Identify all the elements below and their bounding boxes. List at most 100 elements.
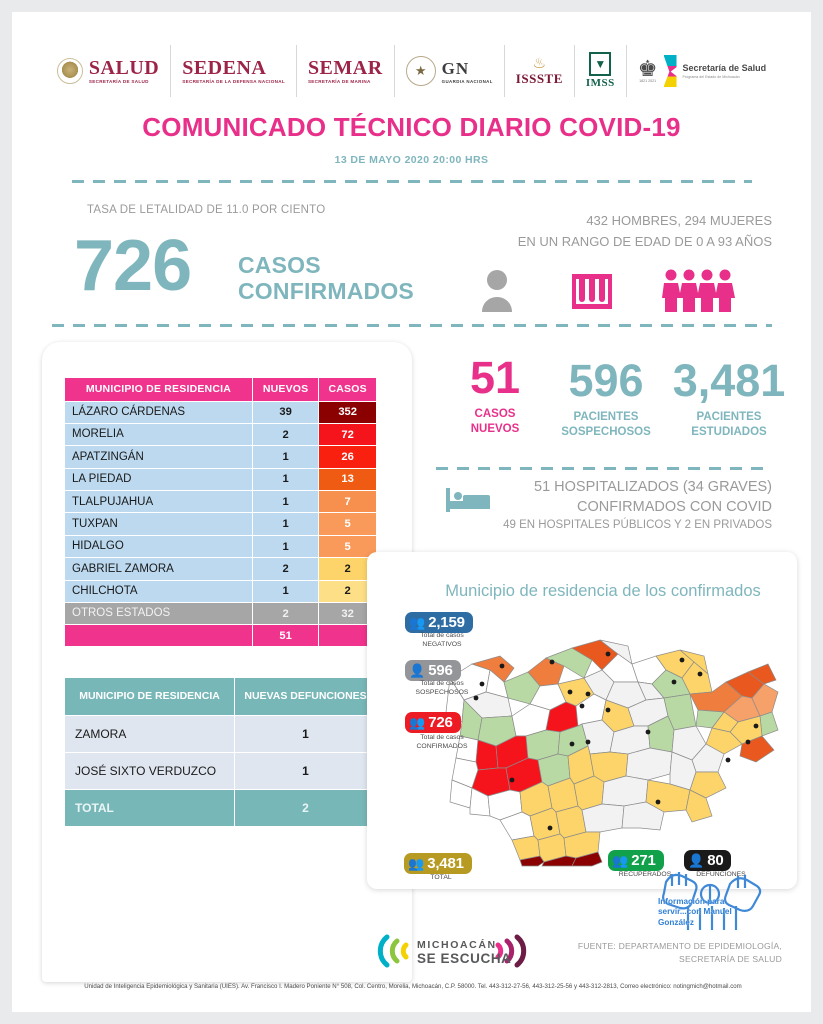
badge-confirmados-label: Total de casos CONFIRMADOS xyxy=(399,734,485,752)
letality-rate-text: TASA DE LETALIDAD DE 11.0 POR CIENTO xyxy=(87,204,326,216)
confirmed-label-line2: CONFIRMADOS xyxy=(238,278,414,305)
logo-issste: ♨ ISSSTE xyxy=(505,45,575,97)
stat-studied-patients: 3,481 PACIENTES ESTUDIADOS xyxy=(666,355,792,441)
confirmed-label-line1: CASOS xyxy=(238,252,321,278)
cell-nuevos: 1 xyxy=(251,534,320,559)
cell-total-blank xyxy=(64,624,253,648)
cell-total-value: 2 xyxy=(234,789,377,828)
stat-new-cases: 51 CASOS NUEVOS xyxy=(452,352,538,438)
new-deaths-table: MUNICIPIO DE RESIDENCIA NUEVAS DEFUNCION… xyxy=(63,676,377,828)
badge-sospechosos-label2: SOSPECHOSOS xyxy=(415,688,469,696)
report-date: 13 DE MAYO 2020 20:00 HRS xyxy=(334,154,489,166)
cell-municipio: JOSÉ SIXTO VERDUZCO xyxy=(63,752,236,791)
table-row: CHILCHOTA 1 2 xyxy=(64,579,377,603)
eagle-emblem-icon xyxy=(56,58,83,84)
michoacan-choropleth-map[interactable] xyxy=(442,612,782,867)
col-nuevos: NUEVOS xyxy=(251,377,320,402)
cell-casos: 72 xyxy=(318,422,377,447)
cell-defunciones: 1 xyxy=(234,752,377,791)
cell-municipio: APATZINGÁN xyxy=(64,445,253,469)
badge-total-label: TOTAL xyxy=(430,874,452,881)
cell-casos: 13 xyxy=(318,467,377,492)
cell-municipio: HIDALGO xyxy=(64,534,253,559)
cell-casos: 5 xyxy=(318,512,377,536)
badge-negativos-label: Total de casos NEGATIVOS xyxy=(399,632,485,650)
table-row: TUXPAN 1 5 xyxy=(64,512,377,536)
logo-salud-title: SALUD xyxy=(88,56,160,79)
badge-total-value: 3,481 xyxy=(427,855,464,872)
logo-gn-subtitle: GUARDIA NACIONAL xyxy=(441,78,493,84)
stat-new-cases-number: 51 xyxy=(469,352,521,403)
hospitalized-line1: 51 HOSPITALIZADOS (34 GRAVES) xyxy=(534,479,772,495)
source-note: FUENTE: DEPARTAMENTO DE EPIDEMIOLOGÍA, S… xyxy=(532,940,782,967)
logo-sedena-subtitle: SECRETARÍA DE LA DEFENSA NACIONAL xyxy=(182,78,285,84)
cell-casos: 5 xyxy=(318,534,377,559)
badge-defunciones: 👤 80 xyxy=(684,850,732,871)
divider-top xyxy=(72,180,752,183)
col-casos: CASOS xyxy=(318,377,377,402)
watermark-line3: González xyxy=(658,917,694,927)
cell-casos: 352 xyxy=(318,400,377,424)
hospitalized-info: 51 HOSPITALIZADOS (34 GRAVES) CONFIRMADO… xyxy=(444,478,772,531)
cell-municipio: MORELIA xyxy=(64,422,253,447)
cell-nuevos: 39 xyxy=(251,400,320,424)
confirmed-cases-number: 726 xyxy=(74,226,192,306)
cell-casos: 32 xyxy=(318,601,377,626)
issste-flame-icon: ♨ xyxy=(532,54,547,72)
badge-confirmados: 👥 726 xyxy=(405,712,461,733)
cell-municipio: TLALPUJAHUA xyxy=(64,490,253,514)
badge-recuperados-value: 271 xyxy=(631,852,656,869)
table-row: LA PIEDAD 1 13 xyxy=(64,467,377,492)
col-municipio-deaths: MUNICIPIO DE RESIDENCIA xyxy=(63,676,236,717)
cell-municipio: CHILCHOTA xyxy=(64,579,253,603)
test-tubes-icon xyxy=(572,274,612,309)
badge-negativos: 👥 2,159 xyxy=(405,612,473,633)
stat-studied-label: PACIENTES ESTUDIADOS xyxy=(666,410,792,441)
cell-nuevos: 1 xyxy=(251,512,320,536)
cell-defunciones: 1 xyxy=(234,715,377,754)
cell-nuevos: 2 xyxy=(251,557,320,581)
badge-confirmados-label2: CONFIRMADOS xyxy=(416,742,468,750)
hospitalized-line3: 49 EN HOSPITALES PÚBLICOS Y 2 EN PRIVADO… xyxy=(503,519,772,532)
people-icon: 👥 xyxy=(409,615,426,630)
michoacan-se-escucha-logo: MICHOACÁN SE ESCUCHA xyxy=(377,934,527,968)
stat-suspected-label1: PACIENTES xyxy=(573,410,639,423)
stat-studied-number: 3,481 xyxy=(672,355,786,406)
logo-semar-title: SEMAR xyxy=(307,56,383,79)
michoacan-ribbon-icon xyxy=(663,55,677,87)
hospitalized-line2: CONFIRMADOS CON COVID xyxy=(577,498,772,515)
michoacan-crest-icon: ♚ 1821 2021 xyxy=(637,56,658,84)
people-icon: 👥 xyxy=(612,853,629,868)
watermark-line1: Información para xyxy=(658,897,725,906)
divider-right xyxy=(436,467,766,470)
cell-total-label: TOTAL xyxy=(63,789,236,828)
cell-casos: 7 xyxy=(318,490,377,514)
table-row: JOSÉ SIXTO VERDUZCO 1 xyxy=(63,752,377,791)
logo-salud-subtitle: SECRETARÍA DE SALUD xyxy=(88,78,149,84)
gender-age-breakdown: 432 HOMBRES, 294 MUJERES EN UN RANGO DE … xyxy=(472,210,772,253)
cell-casos: 26 xyxy=(318,445,377,469)
table-row: LÁZARO CÁRDENAS 39 352 xyxy=(64,400,377,424)
cell-casos: 2 xyxy=(318,579,377,603)
badge-confirmados-label1: Total de casos xyxy=(420,734,464,741)
cases-by-municipality-table: MUNICIPIO DE RESIDENCIA NUEVOS CASOS LÁZ… xyxy=(64,377,377,648)
person-icon xyxy=(482,270,512,312)
stat-new-cases-label2: NUEVOS xyxy=(470,423,520,436)
table-row: MORELIA 2 72 xyxy=(64,422,377,447)
report-page: SALUD SECRETARÍA DE SALUD SEDENA SECRETA… xyxy=(12,12,811,1012)
table-row: HIDALGO 1 5 xyxy=(64,534,377,559)
table-row: TLALPUJAHUA 1 7 xyxy=(64,490,377,514)
logo-line2: SE ESCUCHA xyxy=(417,951,512,966)
cell-municipio: LÁZARO CÁRDENAS xyxy=(64,400,253,424)
footer-fine-print: Unidad de Inteligencia Epidemiológica y … xyxy=(84,983,742,990)
col-nuevas-defunciones: NUEVAS DEFUNCIONES xyxy=(234,676,377,717)
agency-logo-bar: SALUD SECRETARÍA DE SALUD SEDENA SECRETA… xyxy=(12,40,811,102)
stat-studied-label2: ESTUDIADOS xyxy=(691,426,767,439)
divider-middle xyxy=(52,324,772,327)
table-total-row: 51 xyxy=(64,624,377,648)
cell-nuevos: 1 xyxy=(251,445,320,469)
stat-new-cases-label1: CASOS xyxy=(474,407,516,420)
stat-suspected-patients: 596 PACIENTES SOSPECHOSOS xyxy=(546,358,666,441)
logo-gn-title: GN xyxy=(441,58,470,78)
cell-municipio: GABRIEL ZAMORA xyxy=(64,557,253,581)
